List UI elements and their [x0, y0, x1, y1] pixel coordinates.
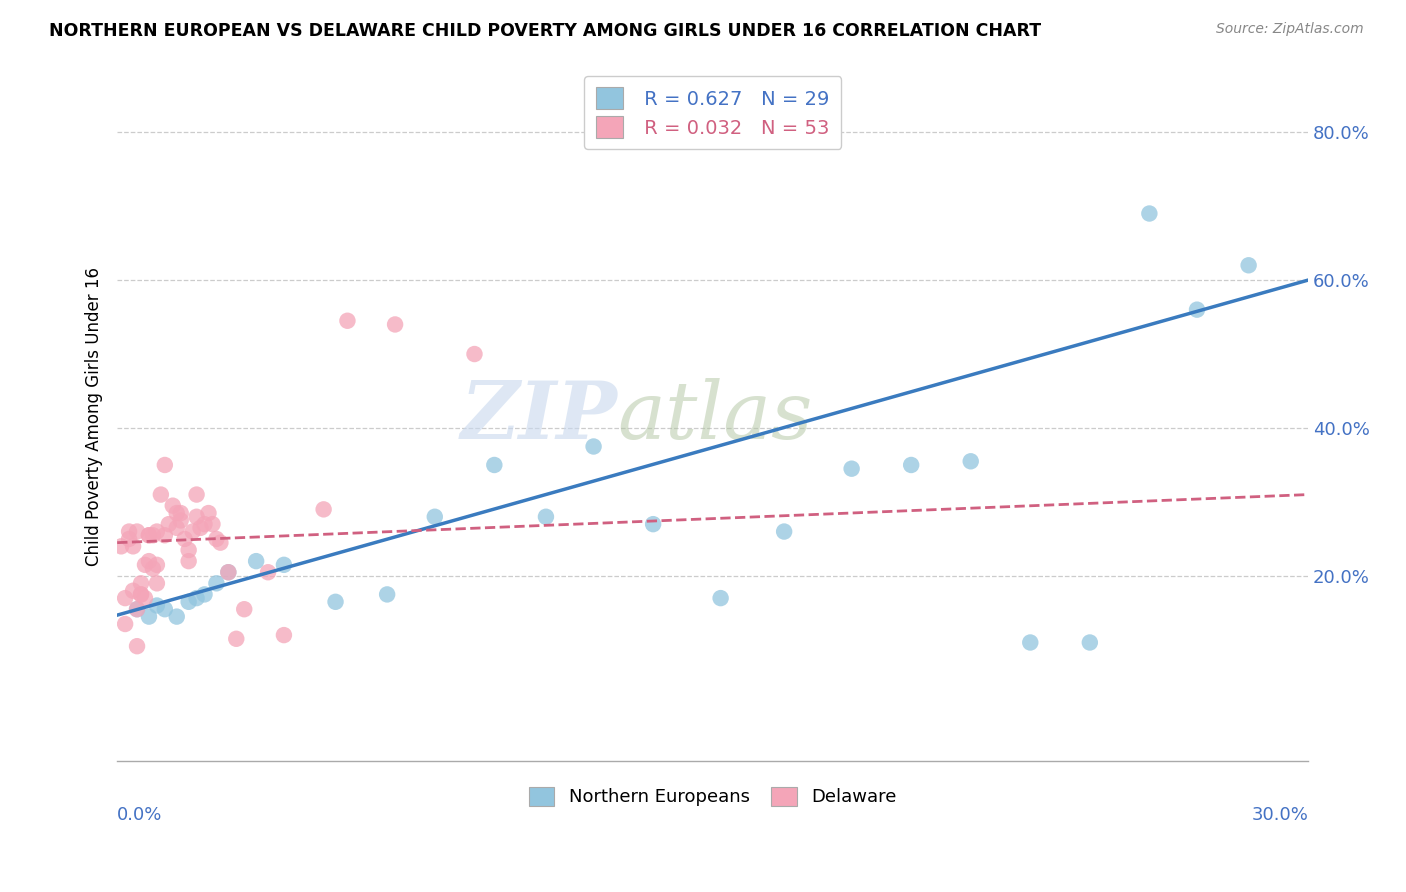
- Point: [375, 587, 398, 601]
- Point: [114, 591, 136, 606]
- Point: [134, 558, 156, 572]
- Point: [153, 602, 176, 616]
- Point: [118, 532, 141, 546]
- Point: [582, 440, 605, 454]
- Point: [643, 517, 665, 532]
- Point: [186, 509, 208, 524]
- Point: [1019, 635, 1042, 649]
- Point: [173, 532, 195, 546]
- Point: [138, 609, 160, 624]
- Point: [384, 318, 406, 332]
- Point: [225, 632, 247, 646]
- Point: [209, 535, 232, 549]
- Point: [129, 576, 152, 591]
- Legend: Northern Europeans, Delaware: Northern Europeans, Delaware: [522, 780, 904, 814]
- Point: [157, 517, 180, 532]
- Point: [710, 591, 733, 606]
- Point: [134, 591, 156, 606]
- Point: [166, 521, 188, 535]
- Point: [186, 487, 208, 501]
- Text: 30.0%: 30.0%: [1251, 805, 1308, 823]
- Text: Source: ZipAtlas.com: Source: ZipAtlas.com: [1216, 22, 1364, 37]
- Point: [129, 587, 152, 601]
- Point: [122, 539, 145, 553]
- Point: [190, 521, 212, 535]
- Point: [205, 532, 228, 546]
- Point: [125, 602, 148, 616]
- Point: [166, 609, 188, 624]
- Point: [177, 543, 200, 558]
- Point: [162, 499, 184, 513]
- Point: [484, 458, 506, 472]
- Point: [146, 524, 169, 539]
- Point: [153, 528, 176, 542]
- Point: [1078, 635, 1101, 649]
- Point: [534, 509, 557, 524]
- Point: [166, 506, 188, 520]
- Point: [129, 587, 152, 601]
- Point: [257, 566, 280, 580]
- Text: atlas: atlas: [617, 378, 813, 456]
- Point: [138, 528, 160, 542]
- Point: [146, 558, 169, 572]
- Point: [125, 524, 148, 539]
- Y-axis label: Child Poverty Among Girls Under 16: Child Poverty Among Girls Under 16: [86, 268, 103, 566]
- Point: [1185, 302, 1208, 317]
- Text: ZIP: ZIP: [461, 378, 617, 456]
- Point: [125, 639, 148, 653]
- Point: [193, 587, 215, 601]
- Point: [201, 517, 224, 532]
- Point: [177, 595, 200, 609]
- Point: [170, 506, 193, 520]
- Point: [217, 566, 239, 580]
- Point: [110, 539, 132, 553]
- Point: [336, 314, 359, 328]
- Point: [273, 558, 295, 572]
- Point: [423, 509, 446, 524]
- Point: [181, 524, 204, 539]
- Point: [959, 454, 981, 468]
- Point: [153, 458, 176, 472]
- Point: [177, 554, 200, 568]
- Point: [273, 628, 295, 642]
- Point: [142, 528, 165, 542]
- Point: [325, 595, 347, 609]
- Point: [1237, 258, 1260, 272]
- Point: [146, 576, 169, 591]
- Point: [312, 502, 335, 516]
- Point: [149, 487, 172, 501]
- Point: [217, 566, 239, 580]
- Point: [170, 513, 193, 527]
- Point: [186, 591, 208, 606]
- Point: [205, 576, 228, 591]
- Point: [197, 506, 219, 520]
- Point: [1137, 206, 1160, 220]
- Point: [138, 528, 160, 542]
- Point: [233, 602, 256, 616]
- Point: [114, 617, 136, 632]
- Point: [841, 461, 863, 475]
- Point: [138, 554, 160, 568]
- Point: [122, 583, 145, 598]
- Point: [463, 347, 485, 361]
- Point: [146, 599, 169, 613]
- Point: [193, 517, 215, 532]
- Point: [900, 458, 922, 472]
- Point: [245, 554, 267, 568]
- Text: NORTHERN EUROPEAN VS DELAWARE CHILD POVERTY AMONG GIRLS UNDER 16 CORRELATION CHA: NORTHERN EUROPEAN VS DELAWARE CHILD POVE…: [49, 22, 1042, 40]
- Point: [773, 524, 796, 539]
- Point: [142, 561, 165, 575]
- Text: 0.0%: 0.0%: [117, 805, 163, 823]
- Point: [125, 602, 148, 616]
- Point: [118, 524, 141, 539]
